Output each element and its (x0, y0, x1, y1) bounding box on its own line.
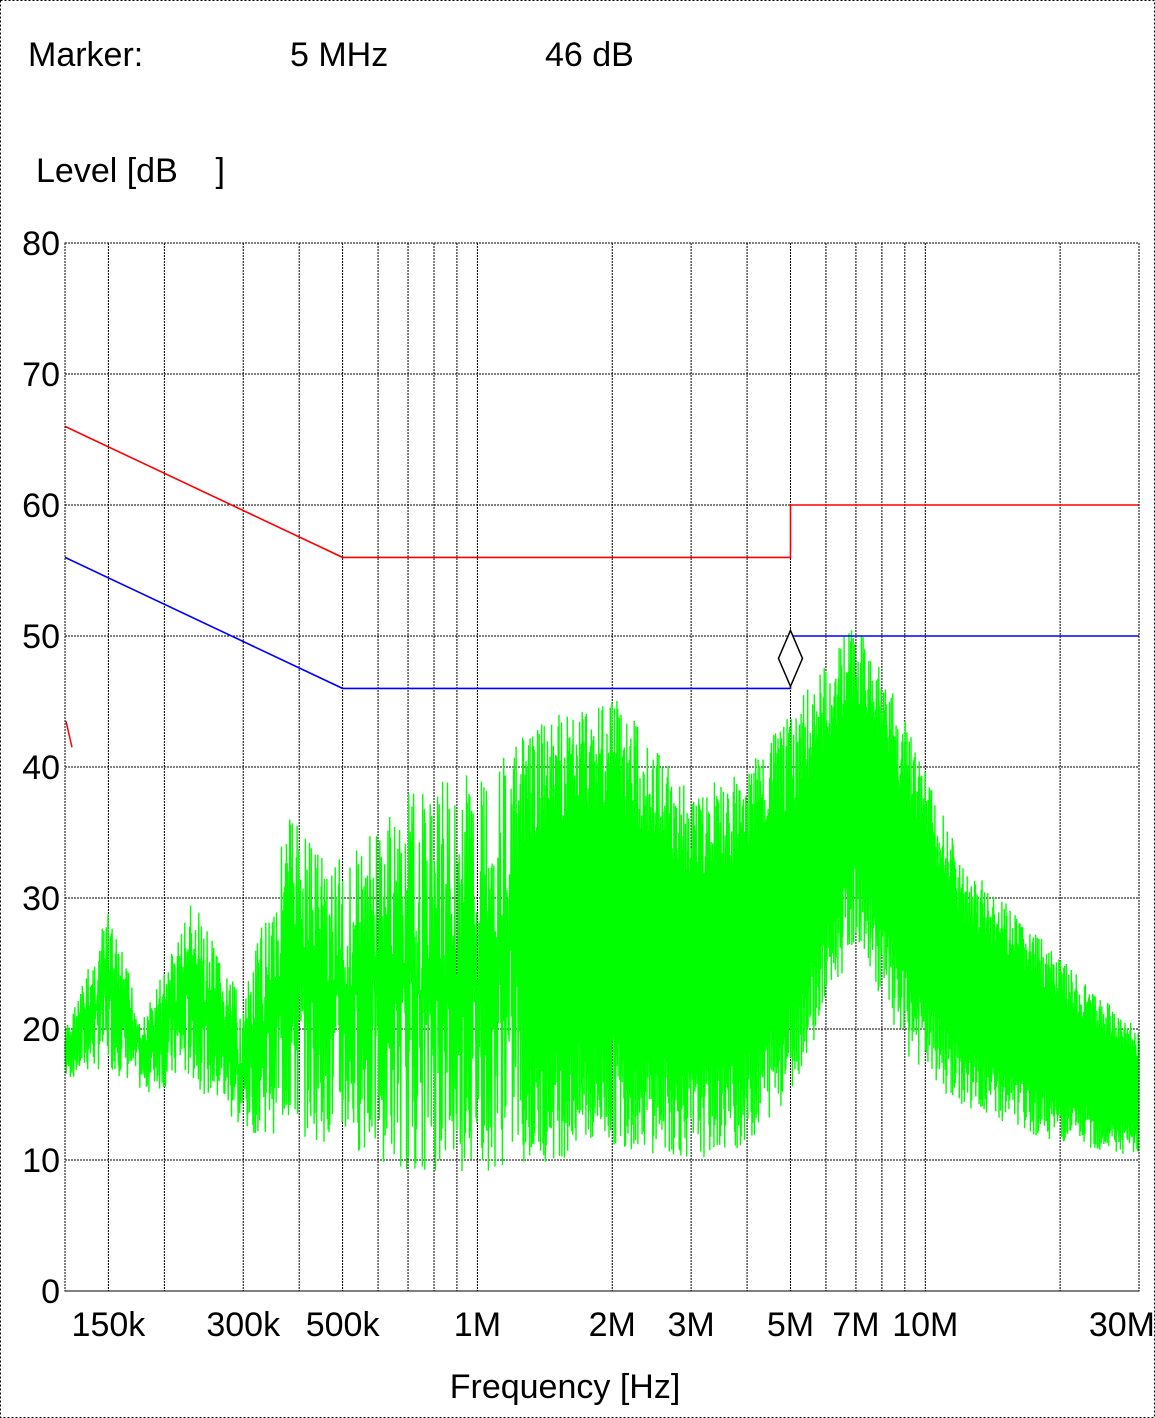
x-tick-label: 2M (589, 1306, 636, 1344)
plot-traces (64, 425, 1140, 1172)
y-axis-title: Level [dB ] (36, 152, 225, 190)
y-tick-label: 70 (22, 356, 60, 394)
x-tick-label: 10M (892, 1306, 958, 1344)
series-blue-limit (64, 556, 1139, 690)
y-tick-label: 40 (22, 749, 60, 787)
y-tick-label: 0 (41, 1273, 60, 1311)
x-tick-label: 3M (667, 1306, 714, 1344)
y-tick-label: 30 (22, 880, 60, 918)
x-tick-label: 1M (454, 1306, 501, 1344)
y-tick-label: 10 (22, 1142, 60, 1180)
marker-label: Marker: (28, 36, 143, 74)
red-edge-fragment (65, 720, 73, 748)
marker-level: 46 dB (545, 36, 634, 74)
marker-diamond-icon (777, 628, 804, 689)
x-tick-label: 5M (767, 1306, 814, 1344)
plot-area-frame (64, 242, 1140, 1292)
series-red-limit (64, 425, 1139, 559)
y-tick-label: 60 (22, 487, 60, 525)
x-tick-label: 500k (306, 1306, 381, 1344)
x-axis-title: Frequency [Hz] (450, 1368, 681, 1406)
axis-ticks: 0 10 20 30 40 50 60 70 80 150k 300k 500k 1M 2M 3M 5M 7M 1… (22, 225, 1155, 1344)
series-green-measurement (64, 630, 1140, 1172)
y-tick-label: 50 (22, 618, 60, 656)
x-tick-label: 30M (1089, 1306, 1155, 1344)
y-tick-label: 80 (22, 225, 60, 263)
x-tick-label: 150k (72, 1306, 147, 1344)
marker-frequency: 5 MHz (290, 36, 388, 74)
x-tick-label: 7M (832, 1306, 879, 1344)
x-tick-label: 300k (206, 1306, 281, 1344)
y-tick-label: 20 (22, 1011, 60, 1049)
